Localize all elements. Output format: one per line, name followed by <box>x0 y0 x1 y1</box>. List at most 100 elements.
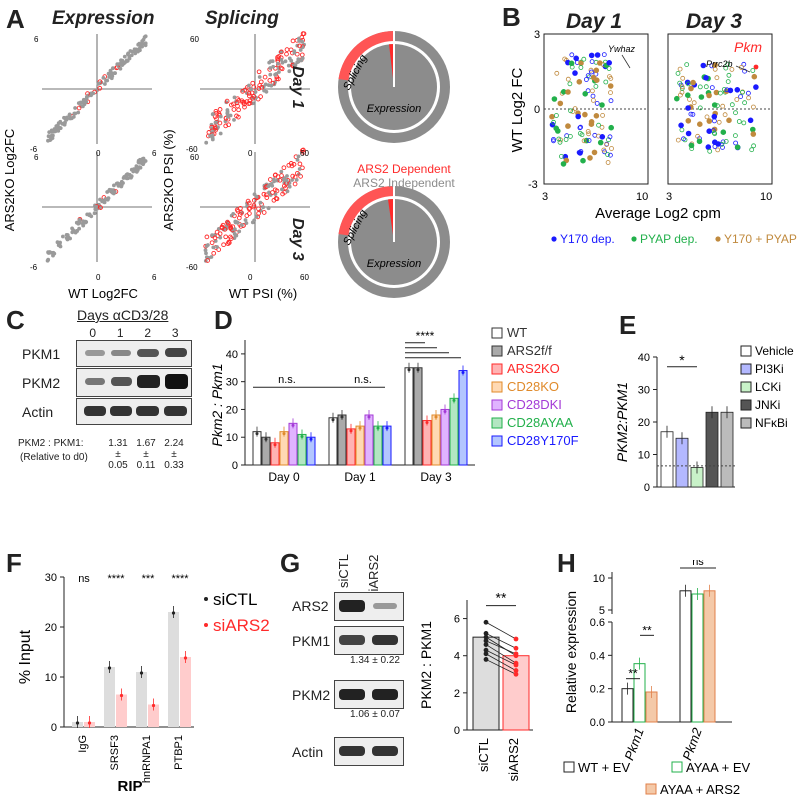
panel-d-label: D <box>214 305 233 335</box>
b-point <box>570 109 576 114</box>
g-ylabel: PKM2 : PKM1 <box>418 621 434 709</box>
a-point-indep <box>271 64 276 69</box>
b-point <box>588 52 595 59</box>
splicing-title: Splicing <box>205 8 279 29</box>
a-point-indep <box>143 159 148 163</box>
a-point-dep <box>256 211 261 216</box>
a-point-dep <box>222 227 228 232</box>
h-legend-swatch <box>671 761 683 773</box>
b-point <box>723 139 729 144</box>
b-point <box>750 68 756 73</box>
a-point-dep <box>258 79 264 85</box>
d-legend-swatch <box>491 435 503 447</box>
f-legend-dot <box>204 623 208 627</box>
a-point-indep <box>104 78 108 83</box>
d-point <box>300 434 304 438</box>
f-sig: **** <box>171 573 189 585</box>
b-point <box>604 142 609 147</box>
g-pair-line <box>485 636 517 657</box>
svg-text:-60: -60 <box>186 263 198 272</box>
a-point-indep <box>52 251 57 256</box>
a-point-indep <box>293 63 298 68</box>
b-point <box>685 105 691 111</box>
b-point <box>720 145 725 150</box>
d-bar <box>404 367 414 466</box>
b-point <box>706 92 712 99</box>
b-point <box>688 142 695 149</box>
a-point-indep <box>226 114 230 119</box>
a-point-indep <box>208 134 213 138</box>
expr-ylabel: ARS2KO Log2FC <box>2 129 17 232</box>
b-point <box>577 125 583 131</box>
a-point-indep <box>53 129 58 134</box>
b-point <box>729 67 735 72</box>
a-point-dep <box>281 165 287 171</box>
b-point <box>599 124 605 130</box>
a-point-indep <box>58 126 63 130</box>
b-point <box>551 138 556 144</box>
c-ratio-sub: (Relative to d0) <box>20 452 88 463</box>
b-point <box>711 102 718 108</box>
b-point <box>593 84 599 89</box>
a-point-indep <box>237 229 242 234</box>
ann-pkm: Pkm <box>734 39 762 55</box>
a-point-indep <box>297 167 302 171</box>
svg-text:-60: -60 <box>186 145 198 154</box>
b-point <box>565 76 571 82</box>
panel-g-chart: 0 2 4 6 PKM2 : PKM1 siCTL siARS2 ** <box>418 590 533 781</box>
d-legend-swatch <box>491 327 503 339</box>
b-point <box>581 138 587 144</box>
c-label-actin: Actin <box>22 404 54 420</box>
a-point-indep <box>266 206 271 210</box>
b-point <box>685 81 691 87</box>
b-point <box>742 68 748 74</box>
a-point-indep <box>286 63 291 68</box>
b-point <box>721 87 727 92</box>
b-point <box>734 97 740 102</box>
a-point-indep <box>290 178 294 182</box>
b-point <box>594 52 601 58</box>
b-point <box>551 96 558 102</box>
a-point-dep <box>295 170 300 176</box>
a-point-dep <box>278 65 284 71</box>
panel-a-donuts: Splicing Expression Splicing Expression … <box>338 30 455 298</box>
a-point-indep <box>115 182 120 186</box>
d-legend-label: ARS2f/f <box>507 343 552 358</box>
b-point <box>750 126 756 133</box>
h-legend-label: AYAA + ARS2 <box>660 782 740 797</box>
svg-text:3: 3 <box>542 191 548 203</box>
a-point-dep <box>281 183 287 189</box>
b-point <box>706 128 713 134</box>
b-point <box>563 137 569 142</box>
a-point-indep <box>283 59 288 64</box>
a-point-indep <box>45 258 50 263</box>
h-ylabel: Relative expression <box>563 591 579 713</box>
b-point <box>599 134 606 140</box>
d-bar <box>413 367 423 466</box>
a-point-indep <box>107 187 112 192</box>
a-point-indep <box>62 121 67 126</box>
a-point-dep <box>264 192 269 198</box>
h-ytick-label: 0.2 <box>590 684 605 696</box>
g-point <box>483 634 489 640</box>
panel-e-chart: 0 10 20 30 40 PKM2:PKM1 * Vehicle PI3Ki LCKi JNKi N… <box>615 344 794 494</box>
a-point-indep <box>215 245 220 249</box>
a-point-indep <box>270 59 275 64</box>
b-point <box>698 94 705 100</box>
donut-day1: Splicing Expression <box>338 30 450 143</box>
a-day3-vertical: Day 3 <box>289 218 306 261</box>
a-point-indep <box>244 221 249 226</box>
a-point-indep <box>252 192 257 197</box>
d-point <box>407 368 411 372</box>
a-point-dep <box>214 116 219 122</box>
svg-text:6: 6 <box>152 273 157 282</box>
h-bar <box>679 590 692 723</box>
a-point-indep <box>102 200 107 205</box>
a-point-indep <box>70 226 74 231</box>
d-legend-label: CD28DKI <box>507 397 562 412</box>
b-point <box>685 130 692 137</box>
f-point <box>183 656 188 660</box>
a-point-indep <box>258 200 263 205</box>
a-point-indep <box>91 91 96 96</box>
b-point <box>711 118 717 124</box>
